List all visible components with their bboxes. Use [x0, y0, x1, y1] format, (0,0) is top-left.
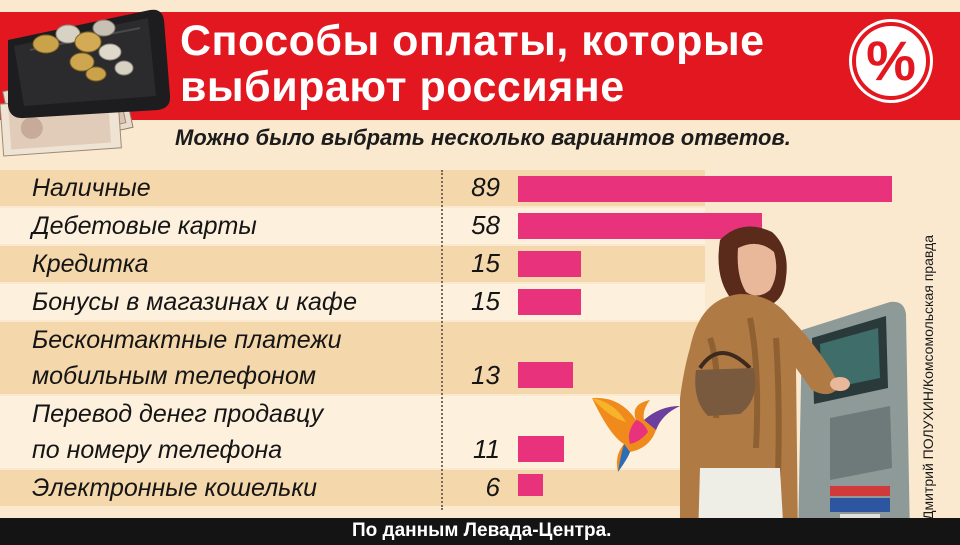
- row-label-line-2: по номеру телефона: [32, 436, 283, 464]
- percent-symbol: %: [866, 29, 916, 92]
- value-label: 11: [473, 434, 500, 464]
- row-label-line-2: мобильным телефоном: [32, 362, 316, 390]
- table-row: Электронные кошельки: [0, 470, 705, 506]
- source-note: По данным Левада-Центра.: [0, 518, 960, 545]
- row-label: Электронные кошельки: [32, 474, 318, 502]
- bar: [518, 436, 564, 462]
- value-label: 15: [471, 248, 500, 278]
- value-label: 89: [471, 172, 500, 202]
- value-label: 6: [485, 472, 500, 502]
- bar: [518, 289, 581, 315]
- source-text: По данным Левада-Центра.: [352, 520, 612, 541]
- row-label-line-1: Бесконтактные платежи: [32, 326, 342, 354]
- row-label: Дебетовые карты: [32, 212, 257, 240]
- row-label-line-1: Перевод денег продавцу: [32, 400, 324, 428]
- value-label: 58: [471, 210, 500, 240]
- wallet-with-coins-icon: [0, 9, 171, 157]
- photo-credit: Дмитрий ПОЛУХИН/Комсомольская правда: [916, 190, 940, 520]
- table-row: Бонусы в магазинах и кафе: [0, 284, 705, 320]
- value-label: 15: [471, 286, 500, 316]
- footer-bar: [0, 518, 960, 545]
- bird-logo-icon: [592, 397, 680, 472]
- row-label: Кредитка: [32, 250, 149, 278]
- bar: [518, 213, 762, 239]
- table-row: Перевод денег продавцу по номеру телефон…: [0, 396, 705, 468]
- value-label: 13: [471, 360, 500, 390]
- bar: [518, 176, 892, 202]
- title-line-1: Способы оплаты, которые: [180, 17, 765, 65]
- bar: [518, 251, 581, 277]
- column-separator: [441, 170, 443, 510]
- chart-subtitle: Можно было выбрать несколько вариантов о…: [175, 125, 791, 150]
- table-row: Кредитка: [0, 246, 705, 282]
- page-title: Способы оплаты, которые выбирают россиян…: [180, 18, 860, 110]
- row-label: Наличные: [32, 174, 151, 202]
- title-line-2: выбирают россияне: [180, 63, 625, 111]
- woman-at-atm-photo: [680, 226, 910, 540]
- photo-credit-text: Дмитрий ПОЛУХИН/Комсомольская правда: [920, 234, 936, 520]
- row-label: Бонусы в магазинах и кафе: [32, 288, 357, 316]
- table-row: Бесконтактные платежи мобильным телефоно…: [0, 322, 705, 394]
- percent-icon: %: [852, 22, 930, 100]
- bar: [518, 362, 573, 388]
- bar: [518, 474, 543, 496]
